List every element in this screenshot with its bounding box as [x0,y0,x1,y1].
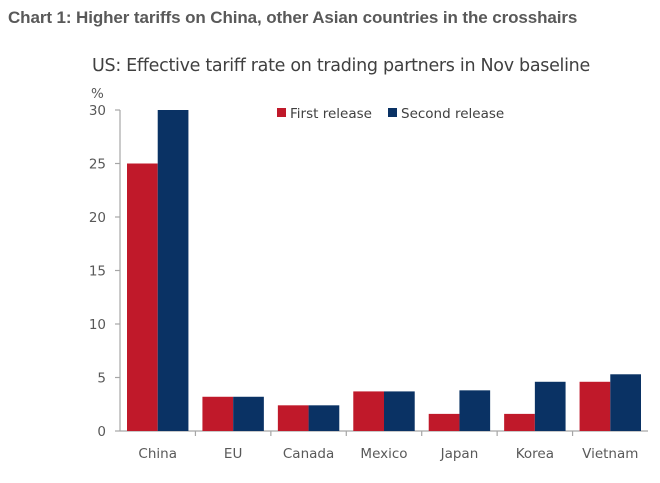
x-tick-label: Vietnam [582,446,638,462]
x-tick-label: Japan [440,446,479,462]
y-tick-label: 30 [89,103,106,119]
y-tick-label: 20 [89,210,106,226]
legend: First release Second release [277,106,504,122]
x-tick-label: Mexico [360,446,407,462]
legend-swatch [277,108,286,117]
y-tick-label: 15 [89,264,106,280]
bar-second-release-canada [308,405,340,431]
y-tick-label: 0 [97,424,106,440]
bar-second-release-japan [459,390,491,431]
x-tick-label: Korea [516,446,554,462]
bar-first-release-canada [277,405,309,431]
y-axis-unit-label: % [91,86,104,102]
x-tick-label: EU [224,446,242,462]
legend-label: First release [290,106,372,122]
bar-first-release-mexico [353,391,384,431]
bar-second-release-mexico [384,391,415,431]
axes: 0 5 10 15 20 25 30 China EU Canada Mexico Japan Kore… [89,103,648,462]
y-tick-label: 5 [97,371,106,387]
legend-label: Second release [401,106,504,122]
x-tick-label: Canada [283,446,334,462]
y-tick-label: 25 [89,157,106,173]
x-tick-label: China [138,446,177,462]
y-tick-label: 10 [89,317,106,333]
bars [127,110,641,431]
legend-swatch [388,108,397,117]
bar-first-release-korea [504,413,535,431]
bar-second-release-korea [534,381,566,431]
bar-first-release-china [127,163,158,431]
chart-title: US: Effective tariff rate on trading par… [92,56,590,76]
bar-first-release-vietnam [579,381,611,431]
bar-second-release-vietnam [610,374,641,431]
figure-title: Chart 1: Higher tariffs on China, other … [8,8,578,27]
bar-first-release-japan [428,413,460,431]
bar-first-release-eu [202,396,234,431]
bar-second-release-china [157,110,189,431]
bar-second-release-eu [233,396,264,431]
